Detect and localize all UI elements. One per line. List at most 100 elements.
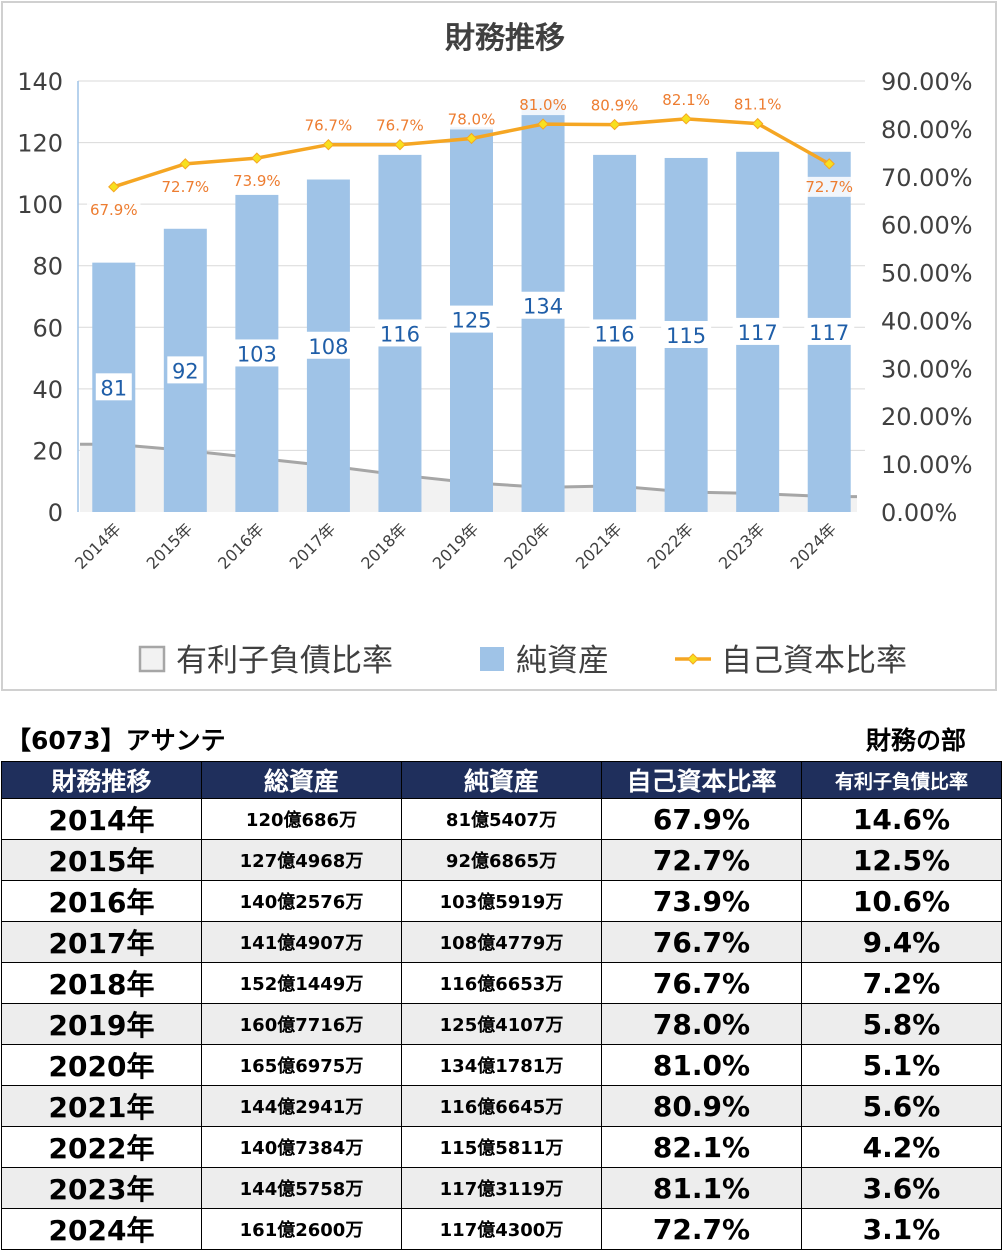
equity-ratio-marker (751, 117, 764, 130)
header-equity-ratio: 自己資本比率 (601, 761, 802, 799)
line-value-label: 80.9% (591, 97, 639, 115)
cell-total-assets: 160億7716万 (201, 1003, 402, 1045)
cell-debt-ratio: 14.6% (801, 798, 1002, 840)
equity-ratio-marker (608, 118, 621, 131)
x-axis-tick-label: 2023年 (715, 519, 769, 573)
x-axis-tick-label: 2024年 (787, 519, 841, 573)
cell-equity-ratio: 81.1% (601, 1167, 802, 1209)
financial-trend-chart: 財務推移 0 20 40 60 80 100 120 140 0.00% 10.00% 20.00% 3… (17, 21, 973, 679)
x-axis-tick-label: 2019年 (429, 519, 483, 573)
line-label-background (158, 176, 213, 197)
bar-value-label: 117 (809, 321, 849, 345)
right-axis-tick-label: 20.00% (881, 403, 973, 431)
bar-label-background (518, 291, 569, 319)
x-axis-tick-label: 2021年 (572, 519, 626, 573)
chart-title: 財務推移 (445, 21, 565, 56)
line-value-label: 76.7% (305, 117, 353, 135)
company-name: 【6073】アサンテ (6, 726, 226, 755)
header-total-assets: 総資産 (201, 761, 402, 799)
line-label-background (87, 199, 141, 220)
bar-label-background (95, 373, 132, 401)
cell-year: 2021年 (1, 1085, 202, 1127)
table-row: 2024年 161億2600万 117億4300万 72.7% 3.1% (1, 1208, 1002, 1250)
cell-net-assets: 81億5407万 (401, 798, 602, 840)
line-label-background (587, 95, 642, 116)
right-axis-tick-label: 10.00% (881, 451, 973, 479)
cell-year: 2022年 (1, 1126, 202, 1168)
cell-equity-ratio: 78.0% (601, 1003, 802, 1045)
cell-year: 2023年 (1, 1167, 202, 1209)
equity-ratio-marker (179, 158, 192, 170)
cell-year: 2019年 (1, 1003, 202, 1045)
left-axis-tick-label: 60 (32, 314, 63, 342)
cell-equity-ratio: 76.7% (601, 921, 802, 963)
cell-debt-ratio: 3.1% (801, 1208, 1002, 1250)
cell-net-assets: 116億6653万 (401, 962, 602, 1004)
legend-equity-ratio-marker (687, 653, 699, 665)
line-value-label: 73.9% (233, 172, 281, 190)
bar-label-background (231, 339, 282, 367)
left-axis-tick-label: 40 (32, 376, 63, 404)
table-row: 2019年 160億7716万 125億4107万 78.0% 5.8% (1, 1003, 1002, 1045)
cell-total-assets: 120億686万 (201, 798, 402, 840)
cell-debt-ratio: 3.6% (801, 1167, 1002, 1209)
bar-value-label: 92 (172, 359, 199, 383)
cell-equity-ratio: 73.9% (601, 880, 802, 922)
bar-label-background (589, 319, 640, 347)
cell-net-assets: 125億4107万 (401, 1003, 602, 1045)
cell-equity-ratio: 72.7% (601, 1208, 802, 1250)
cell-total-assets: 161億2600万 (201, 1208, 402, 1250)
left-axis-tick-label: 140 (17, 68, 63, 96)
cell-net-assets: 116億6645万 (401, 1085, 602, 1127)
x-axis-tick-label: 2020年 (500, 519, 554, 573)
left-axis-tick-label: 120 (17, 130, 63, 158)
cell-net-assets: 117億4300万 (401, 1208, 602, 1250)
x-axis-tick-label: 2017年 (286, 519, 340, 573)
cell-debt-ratio: 4.2% (801, 1126, 1002, 1168)
bar-label-background (804, 317, 855, 345)
line-value-label: 78.0% (448, 110, 496, 128)
bar-label-background (661, 320, 712, 348)
line-label-background (444, 109, 499, 130)
legend-debt-ratio-swatch (138, 645, 166, 673)
table-row: 2015年 127億4968万 92億6865万 72.7% 12.5% (1, 839, 1002, 881)
line-value-label: 82.1% (662, 91, 710, 109)
right-axis-tick-label: 40.00% (881, 307, 973, 335)
cell-year: 2018年 (1, 962, 202, 1004)
x-axis-tick-label: 2016年 (214, 519, 268, 573)
line-value-label: 76.7% (376, 117, 424, 135)
table-row: 2016年 140億2576万 103億5919万 73.9% 10.6% (1, 880, 1002, 922)
cell-debt-ratio: 7.2% (801, 962, 1002, 1004)
cell-total-assets: 152億1449万 (201, 962, 402, 1004)
line-label-background (373, 115, 427, 136)
line-value-label: 81.1% (734, 96, 782, 114)
cell-year: 2016年 (1, 880, 202, 922)
table-row: 2021年 144億2941万 116億6645万 80.9% 5.6% (1, 1085, 1002, 1127)
equity-ratio-marker (465, 132, 478, 145)
cell-equity-ratio: 80.9% (601, 1085, 802, 1127)
section-label: 財務の部 (865, 726, 966, 755)
line-label-background (230, 171, 284, 192)
cell-year: 2017年 (1, 921, 202, 963)
right-axis-tick-label: 80.00% (881, 116, 973, 144)
left-axis-tick-label: 100 (17, 191, 63, 219)
header-period: 財務推移 (1, 761, 202, 799)
table-row: 2017年 141億4907万 108億4779万 76.7% 9.4% (1, 921, 1002, 963)
x-axis-tick-label: 2018年 (357, 519, 411, 573)
cell-debt-ratio: 9.4% (801, 921, 1002, 963)
left-axis-tick-label: 80 (32, 253, 63, 281)
bar-value-label: 108 (308, 335, 348, 359)
table-header-row: 財務推移 総資産 純資産 自己資本比率 有利子負債比率 (1, 761, 1002, 799)
cell-total-assets: 144億2941万 (201, 1085, 402, 1127)
equity-ratio-marker (680, 113, 692, 125)
bar-label-background (374, 319, 425, 347)
table-row: 2022年 140億7384万 115億5811万 82.1% 4.2% (1, 1126, 1002, 1168)
equity-ratio-marker (394, 138, 406, 151)
line-value-label: 72.7% (161, 178, 209, 196)
cell-year: 2014年 (1, 798, 202, 840)
line-label-background (802, 176, 856, 197)
bar-value-label: 125 (451, 309, 491, 333)
bar-value-label: 81 (100, 376, 127, 400)
right-axis-tick-label: 70.00% (881, 164, 973, 192)
legend-debt-ratio-label: 有利子負債比率 (176, 643, 393, 679)
